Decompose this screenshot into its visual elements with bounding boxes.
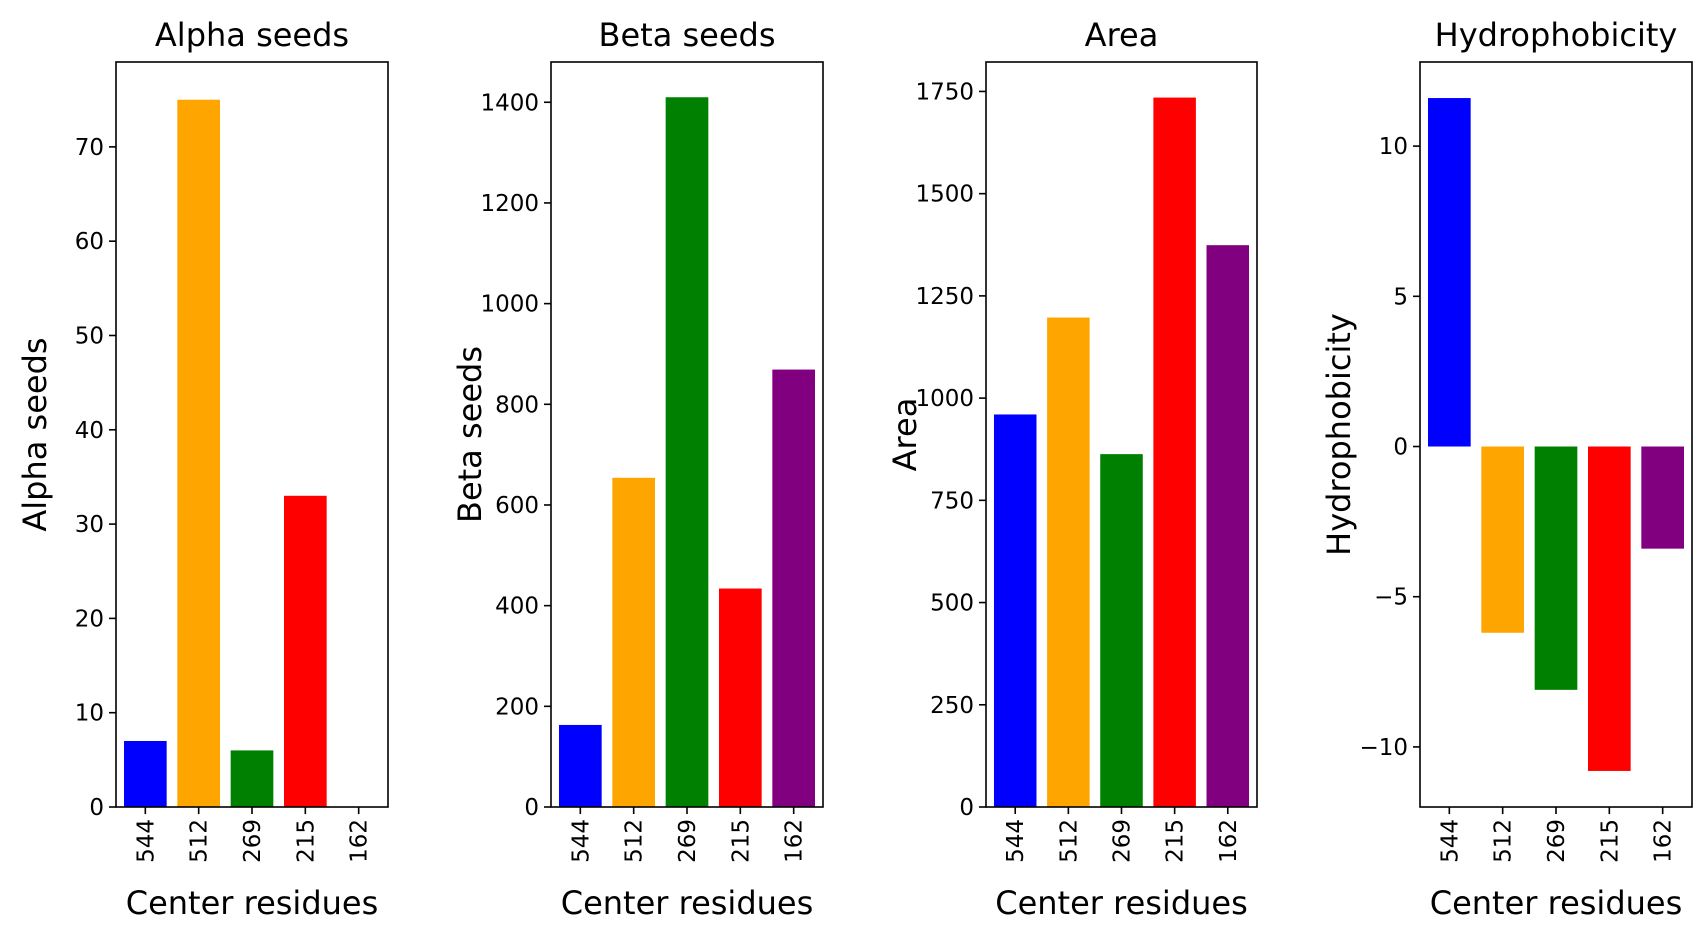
x-tick-label: 215 <box>728 819 754 863</box>
bar <box>1641 446 1684 549</box>
chart-title: Beta seeds <box>599 16 776 54</box>
bar <box>719 588 762 807</box>
y-tick-label: 600 <box>495 493 539 519</box>
y-tick-label: 1250 <box>915 284 974 310</box>
bar <box>559 724 602 807</box>
bar <box>1047 317 1090 807</box>
x-tick-label: 162 <box>1651 819 1677 863</box>
bar <box>772 369 815 807</box>
bar <box>993 414 1037 807</box>
y-axis-label: Alpha seeds <box>16 337 54 531</box>
bar <box>665 97 709 807</box>
bar <box>177 99 220 808</box>
x-tick-label: 512 <box>622 819 648 863</box>
y-tick-label: 1000 <box>480 292 539 318</box>
y-tick-label: −5 <box>1374 585 1408 611</box>
x-axis-label: Center residues <box>561 884 814 922</box>
y-axis-label: Area <box>886 398 924 472</box>
x-tick-label: 512 <box>187 819 213 863</box>
x-tick-label: 544 <box>133 819 159 863</box>
x-tick-label: 269 <box>1110 819 1136 863</box>
bar <box>1428 98 1471 447</box>
x-tick-label: 269 <box>675 819 701 863</box>
y-tick-label: 40 <box>75 418 104 444</box>
x-tick-label: 512 <box>1491 819 1517 863</box>
x-tick-label: 162 <box>782 819 808 863</box>
x-tick-label: 512 <box>1056 819 1082 863</box>
bar <box>230 750 274 807</box>
y-tick-label: 250 <box>930 693 974 719</box>
bar <box>1588 446 1631 771</box>
x-tick-label: 215 <box>1163 819 1189 863</box>
y-tick-label: 0 <box>959 795 974 821</box>
chart-title: Hydrophobicity <box>1435 16 1678 54</box>
x-tick-label: 215 <box>1597 819 1623 863</box>
y-tick-label: 60 <box>75 229 104 255</box>
y-tick-label: 20 <box>75 606 104 632</box>
x-axis-label: Center residues <box>1430 884 1683 922</box>
x-tick-label: 269 <box>240 819 266 863</box>
y-tick-label: −10 <box>1359 735 1408 761</box>
chart-panel-4: −10 −5 0 5 10 544 512 269 215 162 Hydrophobicity Ce… <box>1320 16 1693 922</box>
x-axis-label: Center residues <box>995 884 1248 922</box>
y-tick-label: 70 <box>75 135 104 161</box>
bar <box>124 740 167 807</box>
chart-panel-1: 0 10 20 30 40 50 60 70 544 512 269 215 162 Alpha seed… <box>16 16 389 922</box>
x-tick-label: 544 <box>568 819 594 863</box>
chart-title: Area <box>1085 16 1159 54</box>
y-tick-label: 10 <box>75 701 104 727</box>
y-tick-label: 10 <box>1379 134 1408 160</box>
y-tick-label: 400 <box>495 594 539 620</box>
x-tick-label: 162 <box>1216 819 1242 863</box>
y-axis-label: Beta seeds <box>451 346 489 523</box>
bar <box>1206 245 1250 807</box>
x-tick-label: 269 <box>1544 819 1570 863</box>
y-tick-label: 0 <box>1393 435 1408 461</box>
y-tick-label: 1200 <box>480 191 539 217</box>
x-axis-label: Center residues <box>126 884 379 922</box>
chart-panel-3: 0 250 500 750 1000 1250 1500 1750 544 512 269 215 16… <box>886 16 1258 922</box>
y-tick-label: 200 <box>495 694 539 720</box>
bar <box>1100 454 1143 807</box>
x-tick-label: 544 <box>1003 819 1029 863</box>
chart-panel-2: 0 200 400 600 800 1000 1200 1400 544 512 269 215 162… <box>451 16 824 922</box>
y-tick-label: 1400 <box>480 90 539 116</box>
y-tick-label: 30 <box>75 512 104 538</box>
y-tick-label: 800 <box>495 392 539 418</box>
y-axis-label: Hydrophobicity <box>1320 313 1358 556</box>
x-tick-label: 162 <box>347 819 373 863</box>
y-tick-label: 750 <box>930 488 974 514</box>
y-tick-label: 500 <box>930 591 974 617</box>
y-tick-label: 1000 <box>915 386 974 412</box>
plot-frame <box>115 61 389 808</box>
y-tick-label: 5 <box>1393 284 1408 310</box>
y-tick-label: 0 <box>524 795 539 821</box>
bar <box>1153 97 1196 807</box>
chart-title: Alpha seeds <box>155 16 349 54</box>
y-tick-label: 50 <box>75 323 104 349</box>
x-tick-label: 215 <box>293 819 319 863</box>
bar <box>1481 446 1524 633</box>
bar <box>1534 446 1578 690</box>
bar <box>612 477 655 807</box>
bar <box>284 495 327 807</box>
y-tick-label: 0 <box>89 795 104 821</box>
y-tick-label: 1750 <box>915 79 974 105</box>
x-tick-label: 544 <box>1437 819 1463 863</box>
y-tick-label: 1500 <box>915 182 974 208</box>
